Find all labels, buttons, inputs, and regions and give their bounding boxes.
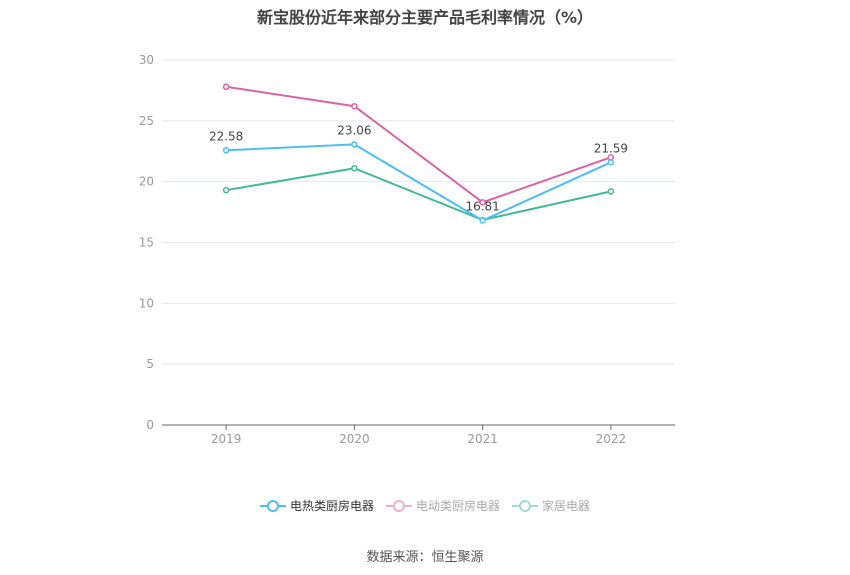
chart-title: 新宝股份近年来部分主要产品毛利率情况（%） (256, 8, 594, 27)
data-point (479, 217, 486, 224)
y-tick-label: 5 (146, 357, 154, 371)
data-point (351, 141, 358, 148)
y-tick-label: 25 (139, 114, 154, 128)
data-label: 22.58 (209, 129, 243, 143)
data-point (351, 102, 358, 110)
data-point (351, 165, 358, 172)
x-tick-label: 2022 (596, 432, 627, 446)
legend-marker-icon (259, 499, 286, 512)
series-line (225, 85, 612, 204)
data-point (607, 159, 615, 166)
data-label: 23.06 (337, 123, 371, 137)
data-point (222, 147, 230, 154)
y-tick-label: 0 (146, 418, 154, 432)
y-tick-label: 30 (139, 53, 154, 67)
legend-label: 电动类厨房电器 (415, 499, 500, 513)
x-tick-label: 2019 (211, 432, 242, 446)
x-tick-label: 2021 (467, 432, 498, 446)
line-chart: 0 5 10 15 20 25 30 2019 2020 2021 2022 22.58 23.06 16… (139, 53, 675, 446)
legend-item[interactable]: 电热类厨房电器 (259, 497, 374, 514)
data-point (479, 199, 486, 206)
legend-marker-icon (385, 499, 412, 512)
data-point (222, 186, 230, 194)
legend: 电热类厨房电器 电动类厨房电器 家居电器 (0, 497, 850, 514)
legend-label: 电热类厨房电器 (289, 499, 374, 513)
legend-label: 家居电器 (542, 499, 591, 513)
y-tick-label: 10 (139, 296, 154, 310)
data-label: 21.59 (594, 141, 628, 155)
legend-item[interactable]: 电动类厨房电器 (385, 497, 500, 514)
series-line (225, 167, 612, 222)
data-point (222, 83, 230, 91)
data-label: 16.81 (465, 199, 499, 213)
series-line (226, 143, 612, 222)
legend-item[interactable]: 家居电器 (512, 497, 590, 514)
legend-marker-icon (512, 499, 538, 512)
data-point (607, 188, 615, 195)
y-tick-label: 15 (139, 236, 154, 250)
x-tick-label: 2020 (339, 432, 370, 446)
data-source: 数据来源：恒生聚源 (366, 550, 484, 565)
y-tick-label: 20 (139, 175, 154, 189)
